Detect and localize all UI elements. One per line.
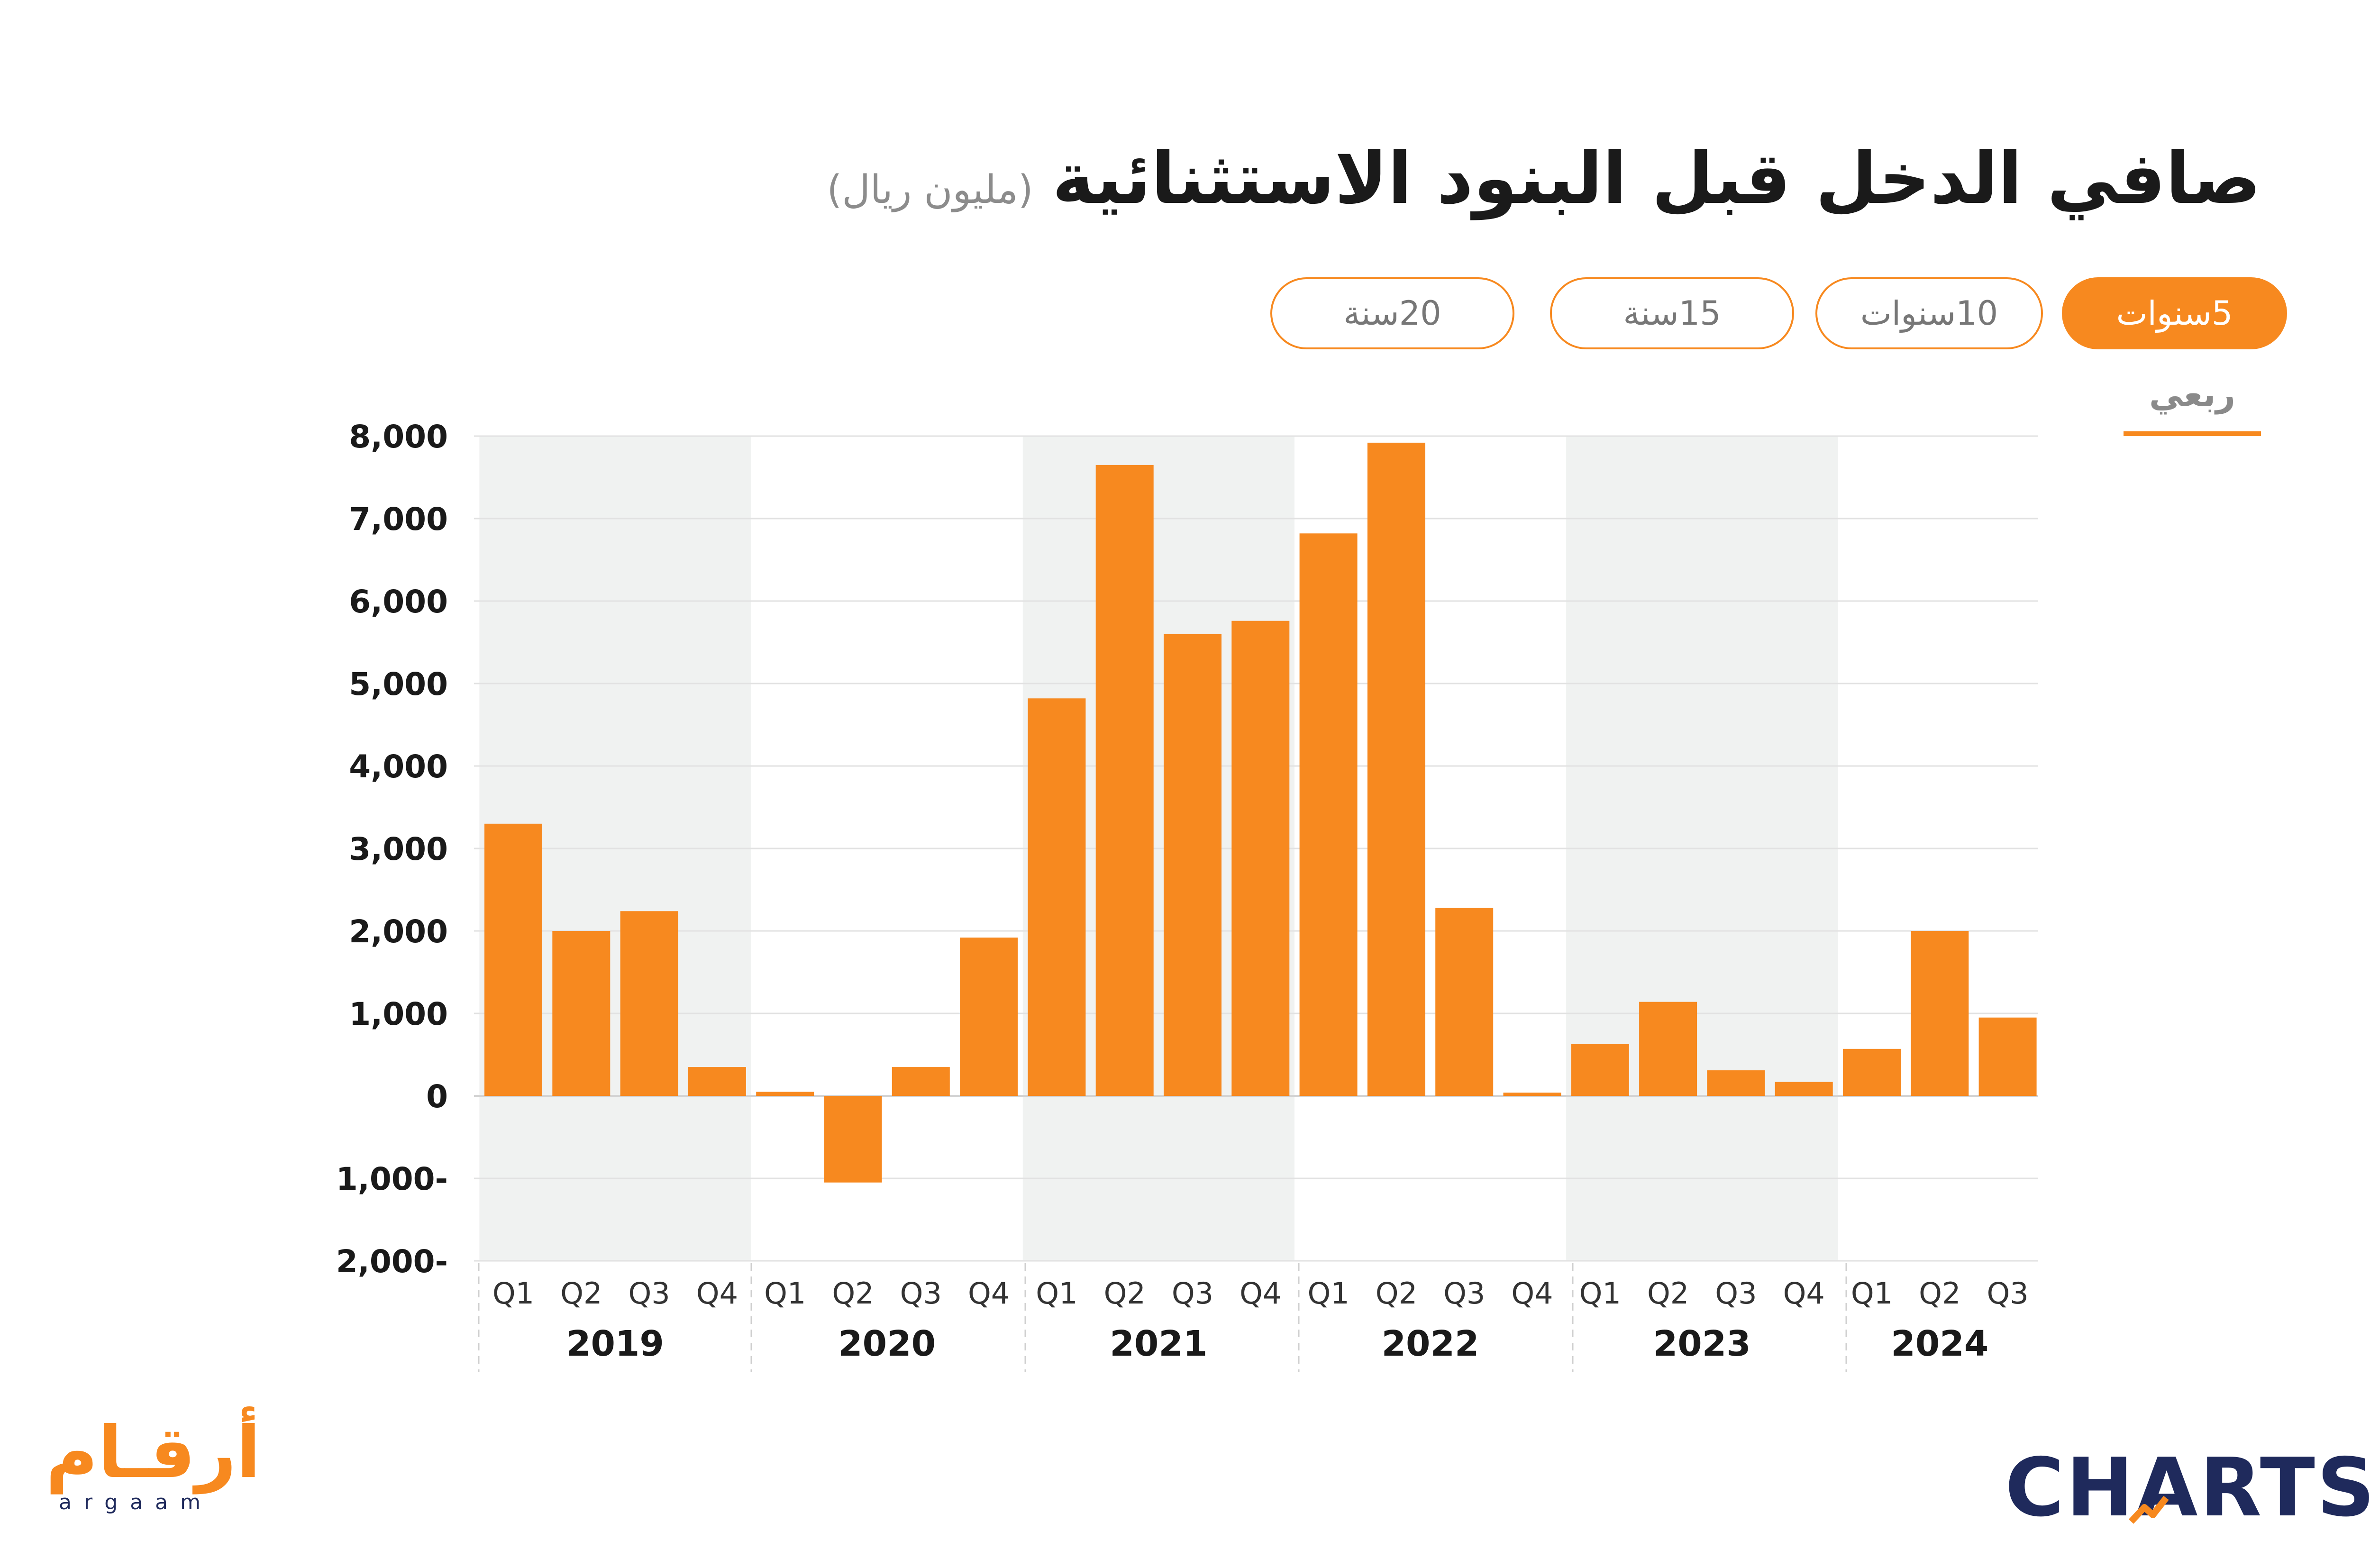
x-tick-label: Q2 [1647,1276,1689,1311]
y-tick-label: 7,000 [349,501,448,538]
arqaam-logo-latin: argaam [59,1490,213,1514]
arqaam-logo: أرقـام argaam [46,1412,261,1526]
period-tab-quarterly[interactable]: ربعي [2124,374,2261,436]
bar [824,1096,882,1183]
y-tick-label: 1,000- [336,1161,448,1197]
x-tick-label: Q2 [1919,1276,1960,1311]
y-tick-label: 2,000- [336,1243,448,1280]
year-label: 2024 [1891,1323,1988,1364]
x-tick-label: Q4 [968,1276,1010,1311]
y-tick-label: 0 [426,1078,448,1115]
y-tick-label: 3,000 [349,831,448,867]
bar [484,823,542,1096]
year-label: 2022 [1382,1323,1479,1364]
x-tick-label: Q4 [1511,1276,1553,1311]
x-tick-label: Q2 [1104,1276,1146,1311]
y-tick-label: 5,000 [349,666,448,702]
x-tick-label: Q2 [832,1276,874,1311]
title-text: صافي الدخل قبل البنود الاستثنائية [1052,137,2261,220]
year-label: 2020 [838,1323,936,1364]
bar [1435,908,1494,1096]
bar [1367,442,1425,1096]
period-tab-label: ربعي [2149,374,2235,414]
bar [756,1092,814,1096]
y-tick-label: 4,000 [349,748,448,785]
charts-logo: CHARTS [2005,1441,2370,1535]
range-tab-15-years[interactable]: 15سنة [1550,277,1794,349]
bar [1707,1070,1765,1096]
x-tick-label: Q3 [900,1276,942,1311]
year-label: 2021 [1110,1323,1207,1364]
x-tick-labels: Q1 Q2 Q3 Q4 Q1 Q2 Q3 Q4 Q1 Q2 Q3 Q4 Q1 Q2 Q3 Q4 Q1 Q2 Q3 Q4… [478,1263,2029,1372]
x-tick-label: Q1 [1851,1276,1893,1311]
x-tick-label: Q3 [1443,1276,1485,1311]
range-tab-20-years[interactable]: 20سنة [1270,277,1514,349]
year-label: 2019 [566,1323,664,1364]
x-tick-label: Q3 [1987,1276,2028,1311]
x-tick-label: Q4 [1240,1276,1281,1311]
bar [1028,698,1086,1096]
range-tab-10-years[interactable]: 10سنوات [1815,277,2043,349]
x-tick-label: Q3 [1172,1276,1213,1311]
chart-title: صافي الدخل قبل البنود الاستثنائية (مليون… [827,137,2261,220]
year-label: 2023 [1653,1323,1751,1364]
y-tick-label: 8,000 [349,419,448,455]
x-tick-label: Q1 [1307,1276,1349,1311]
y-tick-labels: 8,000 7,000 6,000 5,000 4,000 3,000 2,000 1,000… [336,419,448,1280]
bar [960,937,1018,1096]
bars [484,442,2037,1183]
bar [1978,1017,2037,1096]
x-tick-label: Q2 [560,1276,602,1311]
range-tab-5-years[interactable]: 5سنوات [2062,277,2287,349]
arqaam-logo-arabic: أرقـام [46,1412,261,1494]
y-tick-label: 6,000 [349,583,448,620]
y-tick-label: 2,000 [349,913,448,950]
bar [688,1067,746,1096]
bar [1639,1002,1697,1096]
bar [1299,533,1358,1096]
y-tick-label: 1,000 [349,996,448,1032]
bar [1911,931,1969,1096]
title-unit: (مليون ريال) [827,167,1033,212]
x-tick-label: Q1 [1036,1276,1077,1311]
bar [1571,1044,1629,1096]
bar [1231,620,1290,1096]
bar [1503,1093,1561,1096]
x-tick-label: Q1 [1579,1276,1621,1311]
charts-logo-arrow-icon [2128,1495,2169,1524]
bar [1775,1082,1833,1096]
period-tab-underline [2124,431,2261,436]
bar [1164,634,1221,1096]
x-tick-label: Q3 [1715,1276,1757,1311]
bar [1843,1048,1901,1096]
bar [1095,465,1154,1096]
x-tick-label: Q2 [1376,1276,1417,1311]
x-tick-label: Q1 [492,1276,534,1311]
x-tick-label: Q3 [628,1276,670,1311]
bar [552,931,611,1096]
x-tick-label: Q4 [696,1276,738,1311]
x-tick-label: Q4 [1783,1276,1825,1311]
bar [620,911,678,1096]
bar [892,1067,950,1096]
x-tick-label: Q1 [764,1276,806,1311]
